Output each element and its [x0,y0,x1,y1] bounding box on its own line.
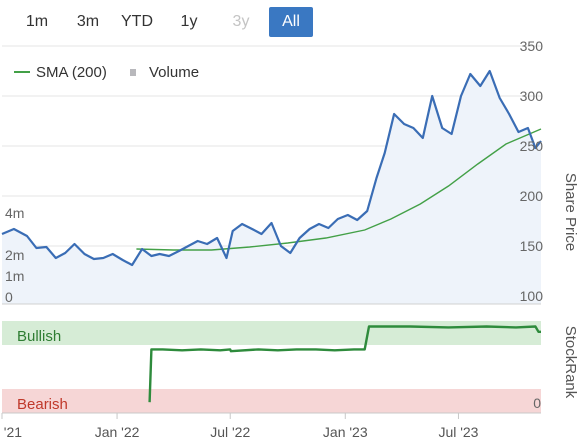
bullish-band [2,321,541,345]
x-axis-ticks: Jul '21 Jan '22 Jul '22 Jan '23 Jul '23 [0,413,479,440]
price-tick-label: 350 [520,38,544,54]
price-tick-label: 150 [520,238,544,254]
price-tick-label: 250 [520,138,544,154]
x-tick-label: Jul '22 [210,424,250,440]
volume-tick-label: 2m [5,247,24,263]
volume-legend-swatch [130,69,136,76]
x-tick-label: Jan '22 [95,424,140,440]
range-selector: 1m 3m YTD 1y 3y All [0,0,578,44]
range-button-ytd[interactable]: YTD [121,13,153,30]
volume-tick-label: 1m [5,268,24,284]
sma-line [136,128,542,251]
stockrank-zero-label: 0 [533,395,541,411]
volume-axis-ticks: 0 1m 2m 4m [5,205,24,305]
bullish-label: Bullish [17,328,61,345]
range-button-1y[interactable]: 1y [180,13,198,30]
price-tick-label: 100 [520,288,544,304]
sma-legend-label: SMA (200) [36,64,107,81]
volume-tick-label: 4m [5,205,24,221]
range-button-3y: 3y [232,13,250,30]
price-tick-label: 200 [520,188,544,204]
legend: SMA (200) Volume [14,64,199,81]
volume-tick-label: 0 [5,289,13,305]
price-line [1,69,542,267]
stockrank-axis-title: StockRank [562,326,578,399]
price-area [2,71,541,304]
bearish-band [2,389,541,413]
stockrank-line [148,325,541,403]
x-tick-label: Jul '21 [0,424,22,440]
x-tick-label: Jul '23 [438,424,478,440]
range-button-all[interactable]: All [269,7,313,37]
range-button-1m[interactable]: 1m [25,13,49,30]
share-price-axis-title: Share Price [562,173,578,251]
bearish-label: Bearish [17,396,68,413]
price-tick-label: 300 [520,88,544,104]
price-axis-ticks: 100 150 200 250 300 350 [520,38,544,304]
volume-legend-label: Volume [149,64,199,81]
range-button-3m[interactable]: 3m [76,13,100,30]
x-tick-label: Jan '23 [323,424,368,440]
